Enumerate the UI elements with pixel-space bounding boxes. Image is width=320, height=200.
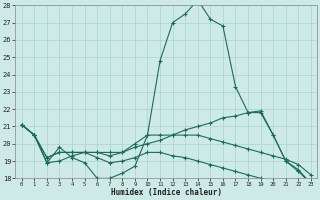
X-axis label: Humidex (Indice chaleur): Humidex (Indice chaleur) [111,188,222,197]
